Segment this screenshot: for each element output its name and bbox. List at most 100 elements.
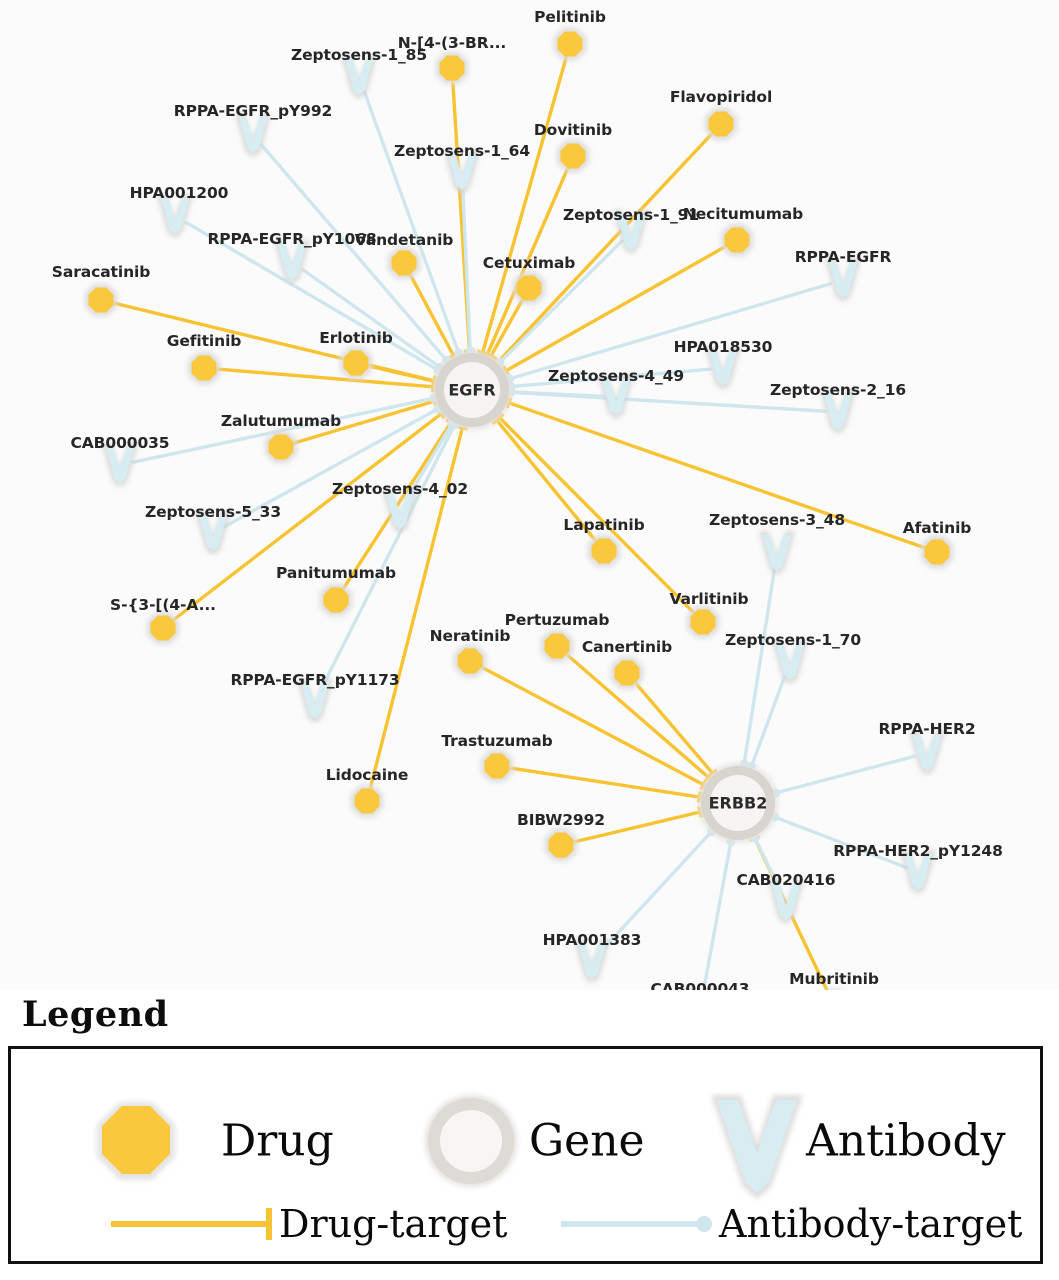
edge-line [496,131,714,364]
antibody-node[interactable] [768,880,804,924]
antibody-node[interactable] [102,443,138,487]
drug-node-shape [354,788,380,814]
edge-line [300,267,442,370]
drug-node-shape [591,538,617,564]
antibody-node-shape [763,535,791,571]
antibody-node[interactable] [195,511,231,555]
edge-line [495,418,598,543]
network-svg [84,27,954,990]
drug-node[interactable] [587,534,621,568]
drug-node[interactable] [544,828,578,862]
drug-node[interactable] [84,283,118,317]
antibody-node-shape [602,379,630,415]
drug-node[interactable] [453,644,487,678]
antibody-node[interactable] [682,988,718,990]
edge-line [774,754,917,795]
drug-node[interactable] [610,656,644,690]
drug-target-edge [494,412,696,615]
antibody-node[interactable] [297,679,333,723]
antibody-node[interactable] [274,240,310,284]
antibody-node[interactable] [157,194,193,238]
antibody-node[interactable] [235,113,271,157]
drug-node[interactable] [339,346,373,380]
edge-line [171,412,443,622]
antibody-node-halo [682,988,718,990]
antibody-node-shape [301,683,329,719]
edge-line [565,652,711,780]
antibody-node[interactable] [598,375,634,419]
drug-node-shape [484,753,510,779]
legend-drug-icon [97,1102,175,1180]
antibody-node[interactable] [574,939,610,983]
drug-node-halo [826,988,842,990]
drug-node[interactable] [350,784,384,818]
antibody-node[interactable] [825,258,861,302]
antibody-node[interactable] [900,850,936,894]
gene-node-erbb2[interactable] [698,763,778,843]
edge-line [479,665,706,787]
edge-line [291,399,437,445]
antibody-node-shape [278,244,306,280]
edges-layer [111,54,927,990]
edge-line [504,244,728,373]
drug-node[interactable] [818,988,850,990]
legend-label-drug-target: Drug-target [279,1202,508,1246]
legend-antibody-target-edge [561,1216,712,1232]
drug-node[interactable] [720,223,754,257]
antibody-node[interactable] [909,731,945,775]
drug-node[interactable] [319,583,353,617]
legend-gene-icon [425,1095,517,1187]
drug-node[interactable] [264,430,298,464]
drug-node[interactable] [187,351,221,385]
edge-line [408,272,456,358]
antibody-target-edge [506,387,827,413]
edge-line [480,54,569,355]
drug-node[interactable] [686,605,720,639]
edge-line [485,166,570,356]
antibody-node[interactable] [705,346,741,390]
legend-label-gene: Gene [529,1115,645,1167]
drug-node[interactable] [556,139,590,173]
edge-line [184,220,441,372]
antibody-node-shape [199,515,227,551]
drug-node[interactable] [512,271,546,305]
drug-target-edge [493,131,714,367]
antibody-node[interactable] [382,489,418,533]
legend-box: Drug Gene Antibody Drug-target Antibody-… [8,1046,1043,1264]
drug-node[interactable] [553,27,587,61]
antibody-node[interactable] [772,640,808,684]
legend-svg [97,1095,803,1240]
antibody-node[interactable] [444,150,480,194]
drug-node-shape [708,111,734,137]
legend-drug-target-edge [111,1208,272,1240]
antibody-node-shape [913,735,941,771]
edge-line [460,183,472,353]
drug-node[interactable] [540,629,574,663]
antibody-node-shape [904,854,932,890]
drug-node-shape [724,227,750,253]
drug-node[interactable] [146,611,180,645]
gene-node-core [710,775,766,831]
drug-node[interactable] [480,749,514,783]
drug-node-shape [544,633,570,659]
antibody-node[interactable] [759,531,795,575]
drug-node-shape [88,287,114,313]
edge-line [489,297,525,358]
gene-node-core [444,362,500,418]
gene-node-egfr[interactable] [432,350,512,430]
antibody-node-shape [824,394,852,430]
antibody-node[interactable] [820,390,856,434]
antibody-node-shape [709,350,737,386]
antibody-target-edge [701,836,736,990]
gene-node-label-egfr: EGFR [448,380,496,400]
drug-node[interactable] [704,107,738,141]
antibody-node-shape [161,198,189,234]
antibody-target-edge [504,281,833,384]
antibody-node[interactable] [613,210,649,254]
drug-node[interactable] [435,51,469,85]
drug-node[interactable] [920,535,954,569]
antibody-node[interactable] [341,55,377,99]
drug-node[interactable] [387,246,421,280]
antibody-node-shape [345,59,373,95]
edge-line [215,367,435,389]
